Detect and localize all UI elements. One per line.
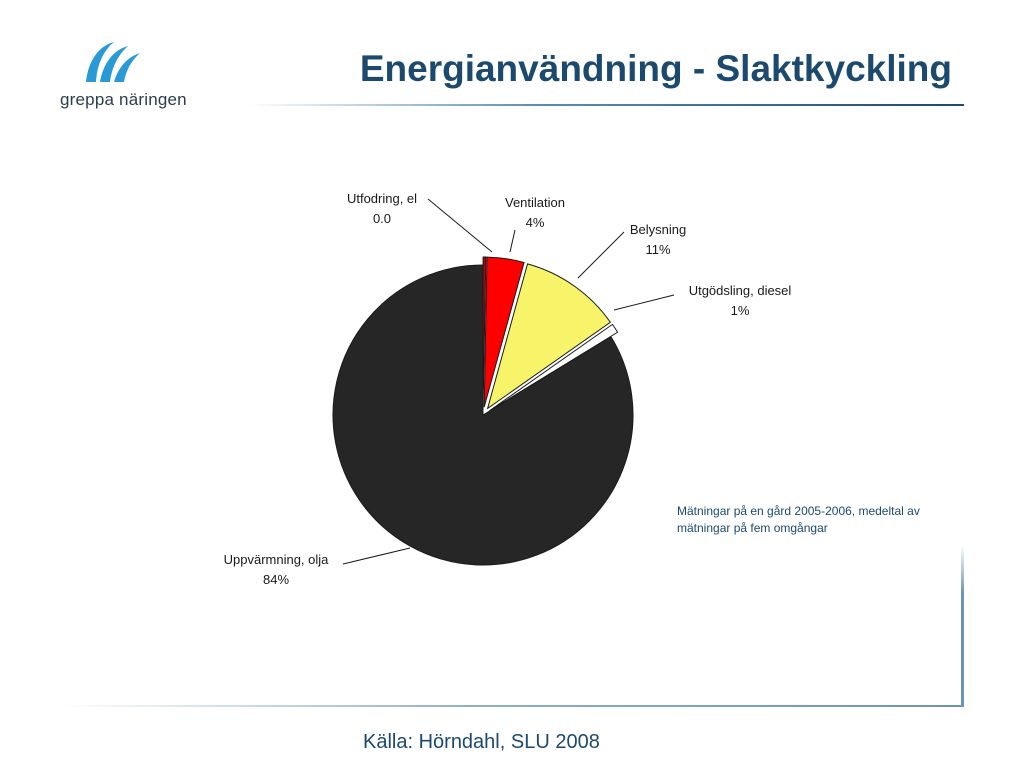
slice-label: Ventilation 4% <box>505 195 565 230</box>
pie-slice-utg-dsling-diesel <box>489 323 619 412</box>
slice-value-label: 0.0 <box>373 211 391 226</box>
slice-value-label: 84% <box>263 572 289 587</box>
pie-slice-utfodring-el <box>482 256 487 408</box>
pie-slice-ventilation <box>483 256 525 408</box>
slice-name-label: Utgödsling, diesel <box>689 283 792 298</box>
leader-line <box>342 547 411 565</box>
slice-label: Utfodring, el 0.0 <box>347 191 417 226</box>
slice-name-label: Ventilation <box>505 195 565 210</box>
slice-name-label: Utfodring, el <box>347 191 417 206</box>
logo-text: greppa näringen <box>60 90 187 109</box>
leader-line <box>577 231 625 279</box>
leader-line <box>613 294 675 311</box>
slice-label: Belysning 11% <box>630 222 686 257</box>
logo-waves-icon <box>86 42 140 82</box>
slice-name-label: Belysning <box>630 222 686 237</box>
title-divider <box>248 104 964 106</box>
pie-slice-belysning <box>486 263 612 410</box>
slice-value-label: 4% <box>526 215 545 230</box>
pie-slice-uppv-rmning-olja <box>332 264 634 566</box>
frame-line-right <box>961 545 964 707</box>
slice-value-label: 11% <box>645 242 670 257</box>
slice-label: Uppvärmning, olja 84% <box>224 552 330 587</box>
leader-line <box>509 229 516 253</box>
logo: greppa näringen <box>56 38 206 118</box>
leader-line <box>427 198 493 253</box>
frame-line-bottom <box>60 705 964 707</box>
measurement-note: Mätningar på en gård 2005-2006, medeltal… <box>677 504 920 535</box>
slice-name-label: Uppvärmning, olja <box>224 552 330 567</box>
slice-value-label: 1% <box>731 303 750 318</box>
page-title: Energianvändning - Slaktkyckling <box>359 48 952 89</box>
source-text: Källa: Hörndahl, SLU 2008 <box>363 731 600 753</box>
slice-label: Utgödsling, diesel 1% <box>689 283 792 318</box>
